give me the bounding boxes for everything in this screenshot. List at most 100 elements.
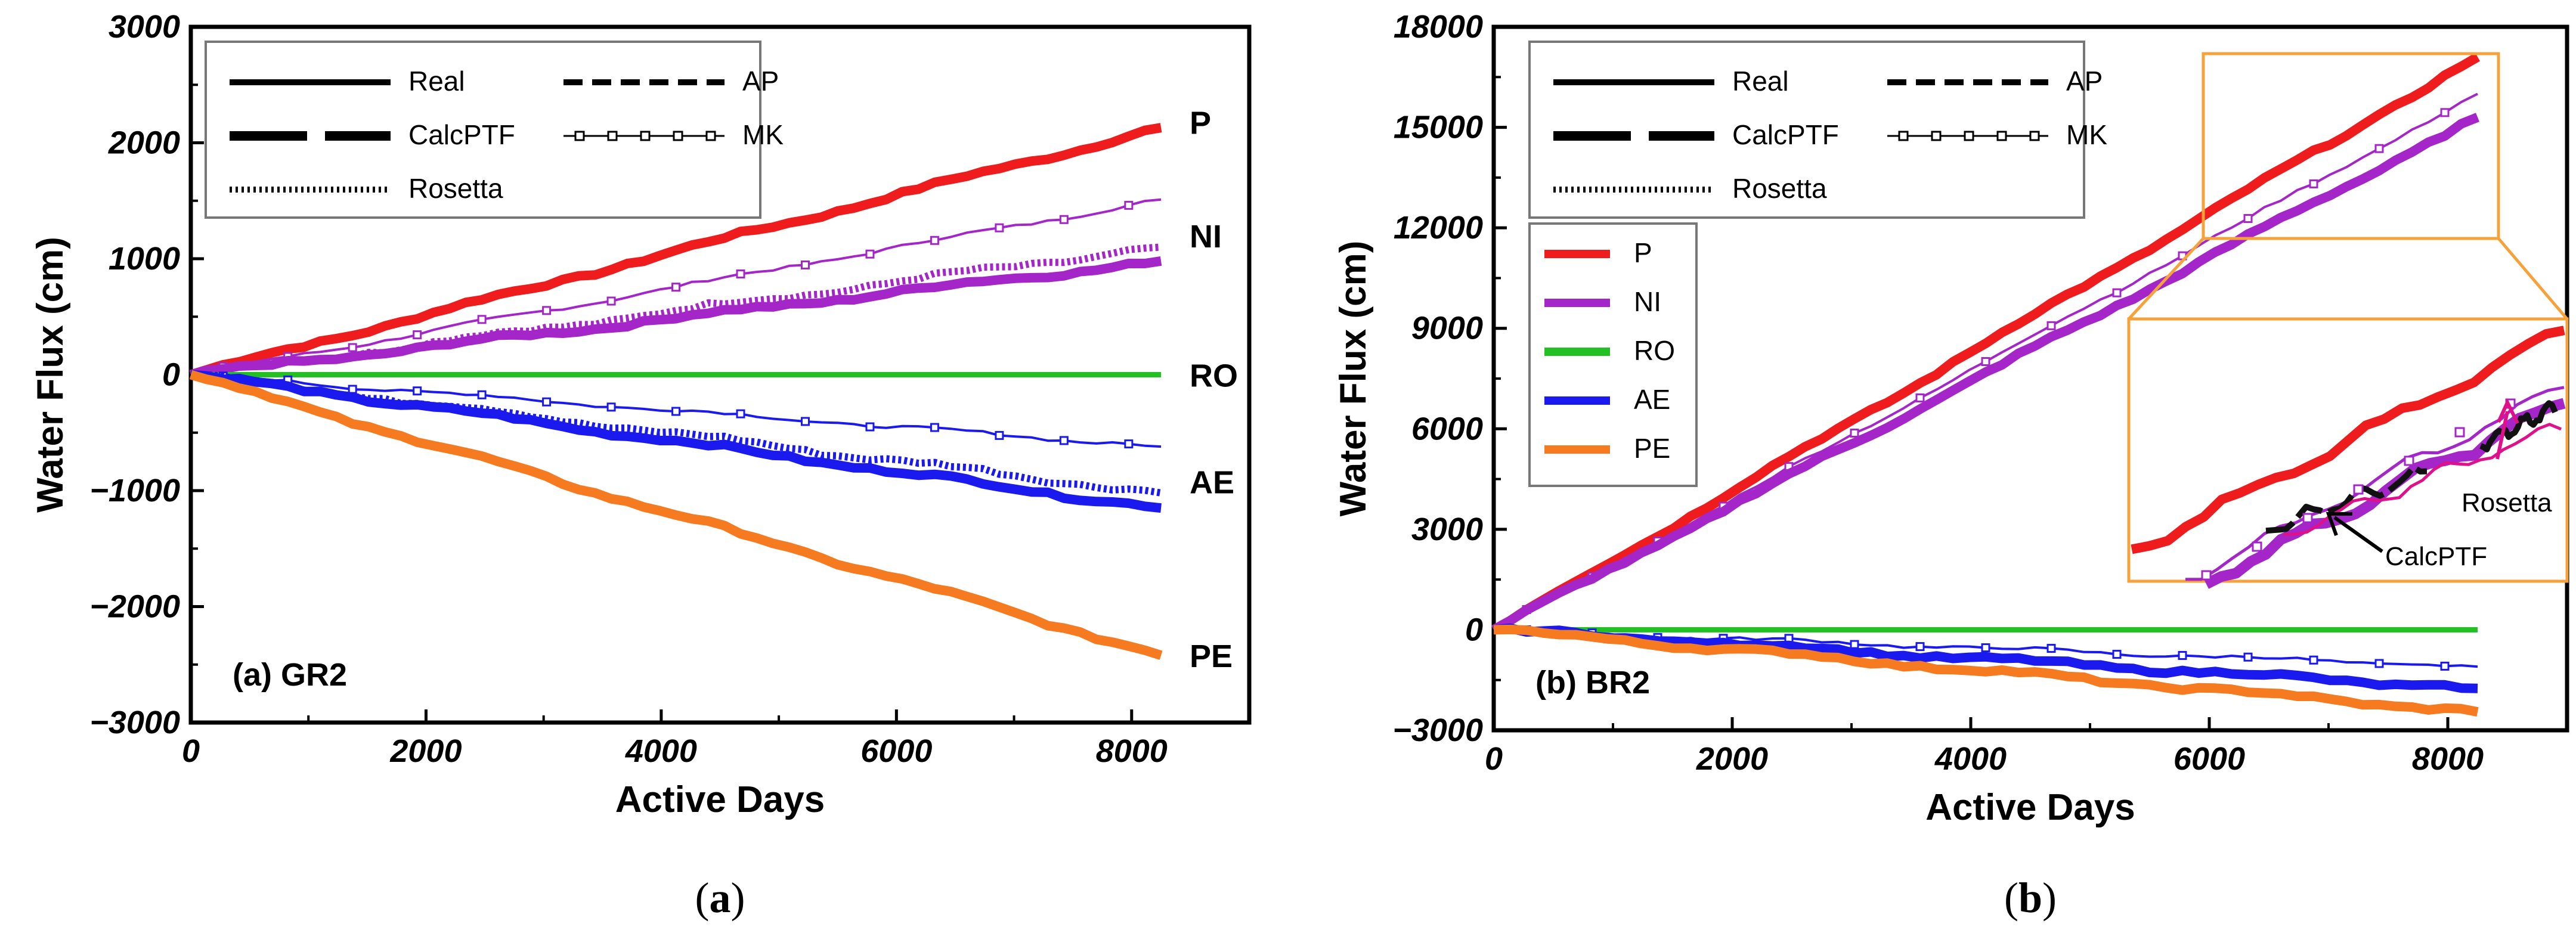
legend-marker xyxy=(640,131,651,141)
caption-letter: b xyxy=(2018,874,2042,922)
series-marker-mk xyxy=(800,417,810,426)
series-end-label: RO xyxy=(1190,358,1238,394)
y-tick-label: −1000 xyxy=(89,473,180,509)
legend-marker xyxy=(1898,131,1909,141)
inset-line-p-real xyxy=(2131,326,2565,554)
legend-label-pe: PE xyxy=(1634,433,1670,464)
caption-open: ( xyxy=(2004,874,2018,922)
series-marker-mk xyxy=(2112,650,2122,659)
inset-marker-mk xyxy=(2454,427,2465,438)
series-marker-mk xyxy=(671,283,681,292)
y-tick-label: 18000 xyxy=(1394,9,1483,45)
series-marker-mk xyxy=(348,343,357,352)
series-marker-mk xyxy=(865,249,875,259)
y-tick-label: −3000 xyxy=(1392,712,1483,748)
series-marker-mk xyxy=(1981,643,1990,653)
legend-marker xyxy=(607,131,618,141)
legend-label-ni: NI xyxy=(1634,286,1661,317)
series-marker-mk xyxy=(1915,393,1925,402)
x-axis-label: Active Days xyxy=(1925,787,2135,828)
legend-label-ap: AP xyxy=(2066,66,2103,97)
y-tick-label: 0 xyxy=(162,357,180,393)
y-tick-label: 2000 xyxy=(108,125,180,161)
y-axis-label: Water Flux (cm) xyxy=(30,237,71,513)
series-end-label: PE xyxy=(1190,638,1233,674)
inset-marker-mk xyxy=(2353,484,2364,495)
series-line-pe-real xyxy=(1493,624,2479,717)
x-axis-label: Active Days xyxy=(615,779,825,820)
panel-b-chart: 0 2000 4000 6000 8000−3000030006000900012000… xyxy=(1333,9,2569,922)
legend-line-styles-a xyxy=(205,41,761,219)
inset-line-calcptf xyxy=(2265,464,2428,534)
panel-label: (b) BR2 xyxy=(1535,665,1650,700)
series-marker-mk xyxy=(477,390,487,399)
x-tick-label: 4000 xyxy=(625,733,697,769)
series-marker-mk xyxy=(477,315,487,324)
series-marker-mk xyxy=(800,260,810,269)
y-tick-label: 15000 xyxy=(1394,110,1483,145)
series-line-p-real xyxy=(189,123,1162,380)
series-marker-mk xyxy=(2440,661,2450,671)
y-tick-label: 3000 xyxy=(109,9,180,45)
y-tick-label: 3000 xyxy=(1411,512,1483,547)
y-axis-label: Water Flux (cm) xyxy=(1333,241,1374,517)
legend-label-rosetta: Rosetta xyxy=(1732,173,1827,204)
x-tick-label: 6000 xyxy=(2174,741,2245,777)
series-marker-mk xyxy=(1850,640,1859,649)
rosetta-annotation: Rosetta xyxy=(2462,488,2552,517)
series-marker-mk xyxy=(542,306,552,315)
legend-label-ap: AP xyxy=(742,66,779,97)
series-marker-mk xyxy=(1059,215,1069,224)
series-end-label: P xyxy=(1190,105,1211,141)
series-marker-mk xyxy=(865,422,875,432)
series-marker-mk xyxy=(413,330,422,340)
inset-marker-mk xyxy=(2201,570,2212,581)
series-marker-mk xyxy=(2243,214,2253,224)
rosetta-arrowhead xyxy=(2497,398,2519,424)
series-marker-mk xyxy=(995,430,1004,440)
series-marker-mk xyxy=(736,409,745,418)
x-tick-label: 0 xyxy=(1485,741,1503,777)
series-marker-mk xyxy=(2309,179,2318,188)
series-marker-mk xyxy=(2178,650,2187,660)
legend-label-real: Real xyxy=(408,66,465,97)
caption-open: ( xyxy=(695,874,710,922)
legend-label-calcptf: CalcPTF xyxy=(1732,119,1839,150)
y-tick-label: 0 xyxy=(1465,612,1483,647)
y-tick-label: −2000 xyxy=(89,589,180,625)
y-tick-label: −3000 xyxy=(89,705,180,740)
legend-label-calcptf: CalcPTF xyxy=(408,119,515,150)
series-marker-mk xyxy=(606,296,616,306)
series-marker-mk xyxy=(2112,288,2122,297)
series-marker-mk xyxy=(1124,439,1134,449)
y-tick-label: 12000 xyxy=(1394,210,1483,246)
panel-caption: (a) xyxy=(695,874,745,922)
series-marker-mk xyxy=(606,402,616,412)
series-marker-mk xyxy=(671,407,681,416)
x-tick-label: 4000 xyxy=(1934,741,2007,777)
legend-label-mk: MK xyxy=(2066,119,2107,150)
legend-label-ae: AE xyxy=(1634,384,1670,415)
series-marker-mk xyxy=(2440,108,2450,117)
inset-marker-mk xyxy=(2404,455,2414,466)
caption-close: ) xyxy=(2042,874,2057,922)
series-marker-mk xyxy=(1124,200,1134,210)
legend-marker xyxy=(1996,131,2007,141)
series-marker-mk xyxy=(2309,655,2318,665)
series-marker-mk xyxy=(2243,652,2253,662)
calcptf-arrowhead xyxy=(2326,512,2352,537)
series-line-ae-real xyxy=(190,370,1162,513)
series-marker-mk xyxy=(1059,436,1069,445)
calcptf-annotation: CalcPTF xyxy=(2385,542,2487,571)
legend-marker xyxy=(673,131,683,141)
series-marker-mk xyxy=(2374,144,2384,153)
series-marker-mk xyxy=(995,223,1004,232)
x-tick-label: 6000 xyxy=(860,733,932,769)
y-tick-label: 1000 xyxy=(109,241,180,277)
y-tick-label: 9000 xyxy=(1411,311,1483,346)
series-marker-mk xyxy=(542,397,552,407)
series-marker-mk xyxy=(413,386,422,396)
inset-line-calcptf xyxy=(2479,400,2558,452)
legend-marker xyxy=(705,131,716,141)
series-line-pe-real xyxy=(189,370,1163,660)
